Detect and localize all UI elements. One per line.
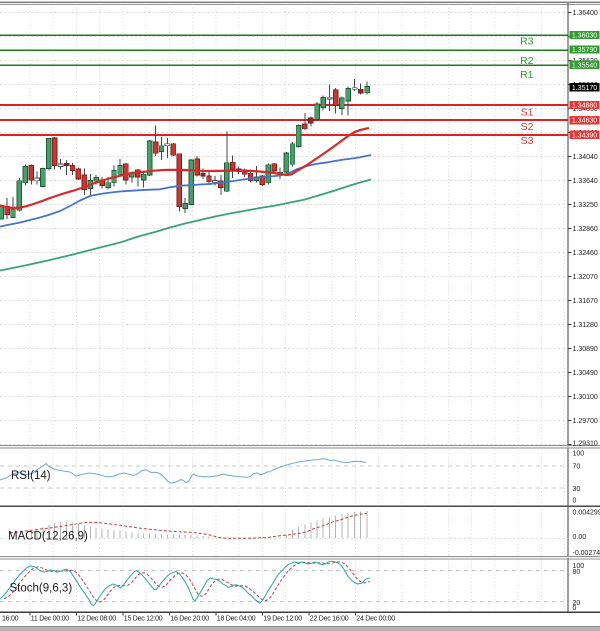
svg-text:20: 20 <box>573 600 581 607</box>
svg-text:1.34040: 1.34040 <box>573 154 598 161</box>
svg-text:16:00: 16:00 <box>2 615 19 622</box>
svg-text:22 Dec 16:00: 22 Dec 16:00 <box>310 615 349 622</box>
svg-text:1.36400: 1.36400 <box>573 10 598 17</box>
svg-text:1.29310: 1.29310 <box>573 441 598 448</box>
svg-text:1.34630: 1.34630 <box>572 118 597 125</box>
svg-text:18 Dec 04:00: 18 Dec 04:00 <box>217 615 256 622</box>
svg-text:1.31670: 1.31670 <box>573 298 598 305</box>
svg-text:-0.002744: -0.002744 <box>573 550 600 557</box>
svg-text:70: 70 <box>573 464 581 471</box>
svg-text:1.34830: 1.34830 <box>573 106 598 113</box>
svg-text:100: 100 <box>573 451 585 458</box>
svg-text:R1: R1 <box>520 69 534 81</box>
svg-text:1.33640: 1.33640 <box>573 178 598 185</box>
svg-text:1.29700: 1.29700 <box>573 418 598 425</box>
svg-text:S1: S1 <box>521 107 534 119</box>
svg-text:0.004299: 0.004299 <box>573 510 600 517</box>
svg-text:R3: R3 <box>520 36 534 48</box>
svg-text:16 Dec 20:00: 16 Dec 20:00 <box>170 615 209 622</box>
svg-text:S2: S2 <box>521 121 534 133</box>
svg-text:1.35540: 1.35540 <box>572 62 597 69</box>
svg-text:RSI(14): RSI(14) <box>11 470 51 482</box>
svg-text:15 Dec 12:00: 15 Dec 12:00 <box>124 615 163 622</box>
svg-text:0: 0 <box>573 498 577 505</box>
svg-text:S3: S3 <box>521 135 534 147</box>
svg-text:1.36030: 1.36030 <box>572 32 597 39</box>
svg-text:11 Dec 00:00: 11 Dec 00:00 <box>31 615 69 622</box>
svg-text:24 Dec 00:00: 24 Dec 00:00 <box>356 615 395 622</box>
svg-text:1.32070: 1.32070 <box>573 274 598 281</box>
svg-text:1.31280: 1.31280 <box>573 322 598 329</box>
svg-text:12 Dec 08:00: 12 Dec 08:00 <box>77 615 116 622</box>
svg-text:Stoch(9,6,3): Stoch(9,6,3) <box>10 583 73 595</box>
svg-text:1.33250: 1.33250 <box>573 202 598 209</box>
svg-text:1.34880: 1.34880 <box>572 103 597 110</box>
svg-text:30: 30 <box>573 486 581 493</box>
svg-text:1.32860: 1.32860 <box>573 226 598 233</box>
svg-text:0.00: 0.00 <box>573 534 587 541</box>
svg-text:1.30890: 1.30890 <box>573 346 598 353</box>
svg-text:1.35790: 1.35790 <box>572 47 597 54</box>
svg-text:R2: R2 <box>520 55 534 67</box>
svg-text:1.30100: 1.30100 <box>573 394 598 401</box>
svg-text:19 Dec 12:00: 19 Dec 12:00 <box>263 615 302 622</box>
svg-text:100: 100 <box>573 563 585 570</box>
svg-text:0: 0 <box>573 605 577 612</box>
svg-text:1.35170: 1.35170 <box>572 85 597 92</box>
svg-text:1.34390: 1.34390 <box>572 132 597 139</box>
svg-text:1.30490: 1.30490 <box>573 370 598 377</box>
svg-text:80: 80 <box>573 569 581 576</box>
svg-text:1.32460: 1.32460 <box>573 250 598 257</box>
svg-text:MACD(12,26,9): MACD(12,26,9) <box>8 531 88 543</box>
